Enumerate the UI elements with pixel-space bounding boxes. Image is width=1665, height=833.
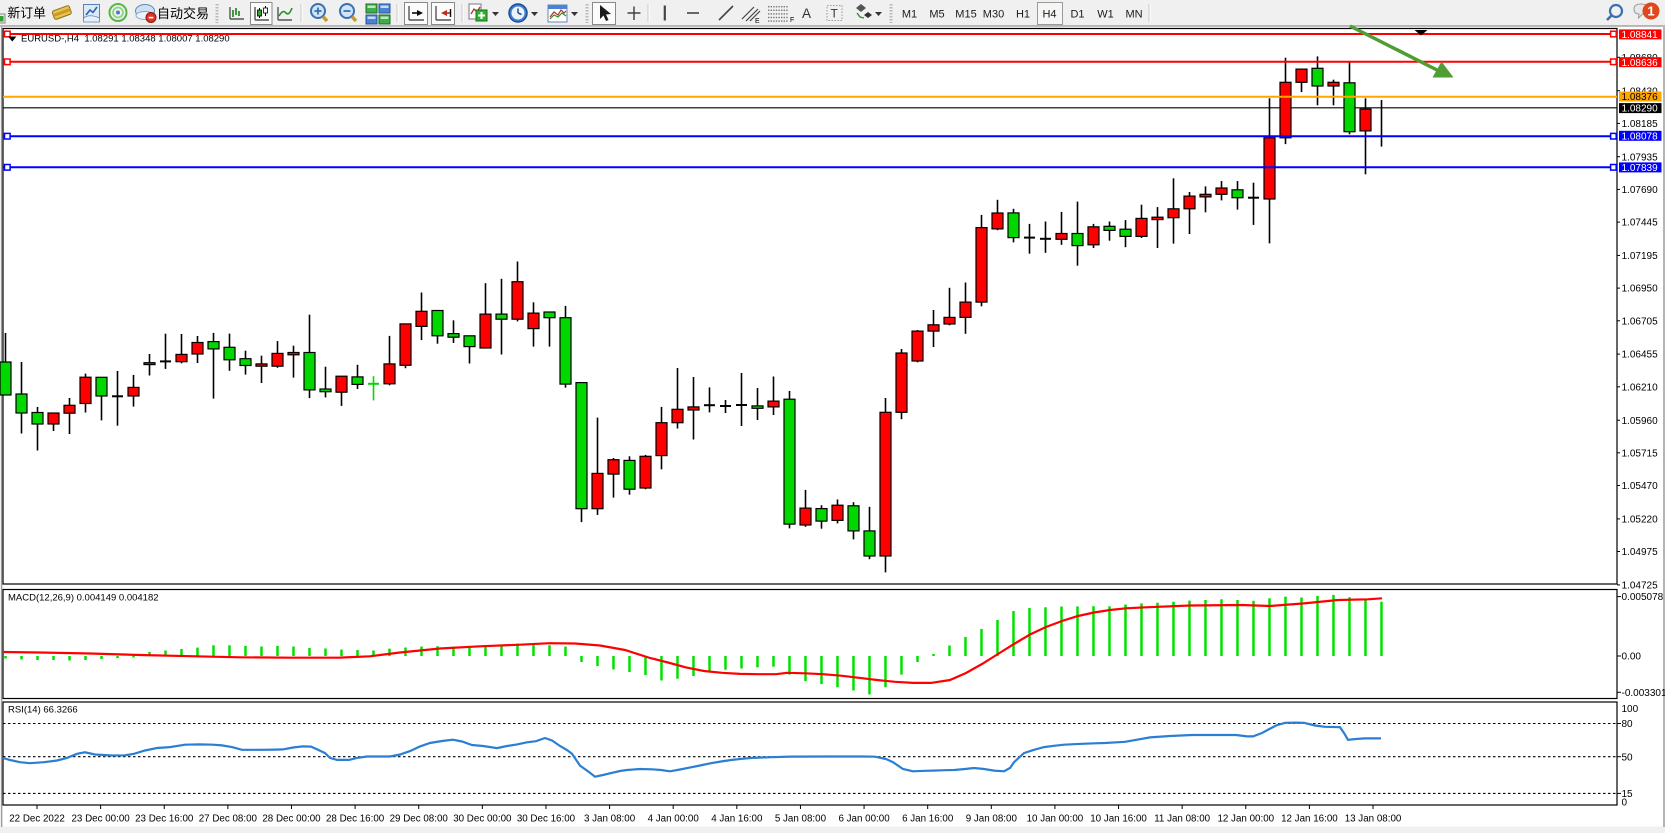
svg-text:M30: M30: [983, 9, 1004, 21]
svg-text:27 Dec 08:00: 27 Dec 08:00: [199, 814, 258, 825]
svg-text:15: 15: [1622, 789, 1634, 800]
svg-text:T: T: [831, 7, 839, 21]
svg-text:0: 0: [1622, 797, 1628, 808]
svg-text:1.05470: 1.05470: [1622, 481, 1659, 492]
svg-text:1.07690: 1.07690: [1622, 185, 1659, 196]
svg-text:1.06210: 1.06210: [1622, 382, 1659, 393]
svg-text:1.08290: 1.08290: [1622, 104, 1659, 115]
svg-text:MACD(12,26,9) 0.004149 0.00418: MACD(12,26,9) 0.004149 0.004182: [8, 593, 159, 604]
svg-text:H4: H4: [1042, 9, 1056, 21]
svg-text:6 Jan 16:00: 6 Jan 16:00: [902, 814, 954, 825]
svg-text:30 Dec 16:00: 30 Dec 16:00: [517, 814, 576, 825]
svg-text:A: A: [802, 6, 811, 21]
svg-text:M1: M1: [902, 9, 917, 21]
svg-text:11 Jan 08:00: 11 Jan 08:00: [1154, 814, 1210, 825]
svg-text:D1: D1: [1070, 9, 1084, 21]
svg-text:1.07445: 1.07445: [1622, 218, 1659, 229]
svg-text:28 Dec 00:00: 28 Dec 00:00: [262, 814, 321, 825]
svg-text:1.06705: 1.06705: [1622, 316, 1659, 327]
svg-text:M5: M5: [929, 9, 944, 21]
svg-text:12 Jan 00:00: 12 Jan 00:00: [1217, 814, 1274, 825]
svg-text:1.08376: 1.08376: [1622, 92, 1659, 103]
svg-text:RSI(14) 66.3266: RSI(14) 66.3266: [8, 705, 78, 716]
svg-text:EURUSD-,H4 1.08291 1.08348 1.: EURUSD-,H4 1.08291 1.08348 1.08007 1.082…: [21, 33, 230, 44]
svg-text:9 Jan 08:00: 9 Jan 08:00: [966, 814, 1018, 825]
svg-text:1.07195: 1.07195: [1622, 251, 1659, 262]
svg-text:23 Dec 00:00: 23 Dec 00:00: [71, 814, 130, 825]
svg-text:4 Jan 16:00: 4 Jan 16:00: [711, 814, 763, 825]
svg-text:30 Dec 00:00: 30 Dec 00:00: [453, 814, 512, 825]
svg-text:23 Dec 16:00: 23 Dec 16:00: [135, 814, 194, 825]
svg-text:自动交易: 自动交易: [157, 6, 209, 21]
svg-text:13 Jan 08:00: 13 Jan 08:00: [1345, 814, 1402, 825]
svg-text:H1: H1: [1016, 9, 1030, 21]
svg-text:1: 1: [1647, 4, 1654, 19]
svg-text:1.07839: 1.07839: [1622, 163, 1659, 174]
svg-text:50: 50: [1622, 752, 1634, 763]
svg-text:5 Jan 08:00: 5 Jan 08:00: [775, 814, 827, 825]
svg-text:10 Jan 16:00: 10 Jan 16:00: [1090, 814, 1147, 825]
svg-text:3 Jan 08:00: 3 Jan 08:00: [584, 814, 636, 825]
svg-text:W1: W1: [1097, 9, 1114, 21]
svg-text:1.05220: 1.05220: [1622, 515, 1659, 526]
svg-text:1.05960: 1.05960: [1622, 416, 1659, 427]
svg-text:1.08078: 1.08078: [1622, 131, 1659, 142]
svg-text:1.08185: 1.08185: [1622, 119, 1659, 130]
svg-text:F: F: [790, 17, 794, 24]
svg-text:-0.003301: -0.003301: [1622, 688, 1665, 699]
svg-text:1.08636: 1.08636: [1622, 58, 1659, 69]
svg-text:6 Jan 00:00: 6 Jan 00:00: [838, 814, 890, 825]
svg-text:0.00: 0.00: [1622, 652, 1642, 663]
svg-text:12 Jan 16:00: 12 Jan 16:00: [1281, 814, 1338, 825]
svg-text:1.04725: 1.04725: [1622, 581, 1659, 592]
svg-text:1.08841: 1.08841: [1622, 30, 1659, 41]
svg-text:80: 80: [1622, 719, 1634, 730]
svg-text:1.07935: 1.07935: [1622, 152, 1659, 163]
svg-text:22 Dec 2022: 22 Dec 2022: [9, 814, 65, 825]
svg-text:4 Jan 00:00: 4 Jan 00:00: [648, 814, 700, 825]
svg-text:29 Dec 08:00: 29 Dec 08:00: [390, 814, 449, 825]
svg-text:100: 100: [1622, 704, 1639, 715]
svg-text:1.05715: 1.05715: [1622, 448, 1659, 459]
svg-text:1.04975: 1.04975: [1622, 547, 1659, 558]
svg-text:MN: MN: [1125, 9, 1142, 21]
svg-text:10 Jan 00:00: 10 Jan 00:00: [1027, 814, 1084, 825]
svg-text:新订单: 新订单: [8, 6, 47, 21]
svg-text:E: E: [755, 18, 760, 25]
svg-text:1.06455: 1.06455: [1622, 350, 1659, 361]
svg-text:1.06950: 1.06950: [1622, 284, 1659, 295]
svg-text:M15: M15: [955, 9, 976, 21]
svg-text:0.005078: 0.005078: [1622, 592, 1664, 603]
svg-text:28 Dec 16:00: 28 Dec 16:00: [326, 814, 385, 825]
